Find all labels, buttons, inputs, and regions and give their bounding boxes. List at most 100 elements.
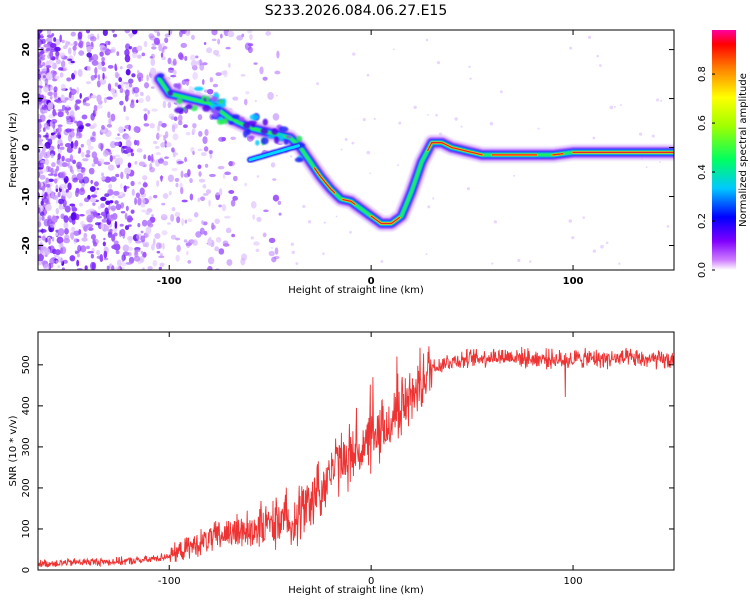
noise-speckle	[128, 236, 133, 244]
noise-speckle	[40, 109, 47, 115]
noise-speckle	[89, 197, 97, 203]
noise-speckle	[64, 228, 69, 235]
noise-speckle	[198, 130, 203, 137]
noise-speckle	[107, 83, 112, 92]
noise-speckle	[99, 51, 104, 57]
noise-speckle	[144, 82, 150, 89]
ridge-blob	[176, 97, 183, 105]
noise-speckle	[228, 160, 233, 167]
noise-speckle	[51, 191, 55, 199]
noise-speckle	[44, 158, 49, 165]
noise-speckle	[38, 97, 43, 102]
noise-speckle	[172, 133, 179, 141]
noise-speckle	[148, 196, 153, 201]
noise-speckle	[181, 199, 188, 203]
noise-speckle	[76, 173, 84, 181]
noise-speckle	[460, 125, 463, 128]
snr-x-tick-label: 0	[368, 576, 374, 587]
noise-speckle	[100, 129, 106, 133]
ridge-blob	[248, 135, 255, 140]
noise-speckle	[366, 150, 371, 155]
ridge-blob	[266, 135, 275, 139]
noise-speckle	[146, 74, 149, 82]
noise-speckle	[48, 237, 51, 245]
noise-speckle	[57, 153, 61, 160]
noise-speckle	[158, 134, 163, 137]
ridge-blob	[211, 114, 219, 118]
noise-speckle	[397, 164, 400, 167]
noise-speckle	[57, 111, 64, 118]
noise-speckle	[73, 70, 78, 76]
noise-speckle	[47, 138, 53, 146]
noise-speckle	[60, 171, 66, 179]
snr-y-tick-label: 400	[21, 396, 32, 415]
noise-speckle	[120, 183, 123, 189]
ridge-blob	[260, 127, 269, 135]
noise-speckle	[171, 167, 178, 172]
noise-speckle	[57, 109, 64, 112]
noise-speckle	[160, 175, 163, 182]
noise-speckle	[46, 186, 52, 195]
colorbar-ticks: 0.0 0.2 0.4 0.6 0.8	[697, 66, 715, 278]
noise-speckle	[118, 126, 125, 134]
noise-speckle	[61, 162, 68, 168]
noise-speckle	[124, 212, 128, 220]
snr-y-tick-label: 200	[21, 478, 32, 497]
noise-speckle	[60, 83, 66, 92]
noise-speckle	[65, 40, 69, 48]
noise-speckle	[214, 218, 220, 225]
noise-speckle	[128, 33, 135, 37]
noise-speckle	[75, 187, 80, 194]
noise-speckle	[149, 123, 155, 129]
noise-speckle	[124, 49, 130, 57]
noise-speckle	[90, 137, 96, 143]
noise-speckle	[151, 153, 154, 162]
noise-speckle	[113, 190, 120, 196]
noise-speckle	[38, 54, 41, 58]
noise-speckle	[38, 249, 41, 255]
noise-speckle	[55, 159, 63, 166]
noise-speckle	[122, 244, 130, 252]
noise-speckle	[65, 115, 71, 120]
noise-speckle	[38, 70, 43, 74]
noise-speckle	[231, 233, 236, 238]
noise-speckle	[47, 166, 52, 173]
noise-speckle	[256, 175, 260, 178]
noise-speckle	[38, 79, 43, 87]
noise-speckle	[200, 152, 207, 157]
noise-speckle	[92, 211, 99, 218]
noise-speckle	[613, 105, 616, 108]
noise-speckle	[568, 219, 572, 223]
noise-speckle	[78, 228, 82, 235]
noise-speckle	[162, 100, 167, 109]
noise-speckle	[153, 194, 158, 199]
noise-speckle	[111, 30, 115, 33]
noise-speckle	[70, 31, 76, 37]
noise-speckle	[72, 115, 76, 124]
noise-speckle	[121, 261, 127, 267]
noise-speckle	[600, 244, 604, 249]
noise-speckle	[88, 59, 92, 63]
noise-speckle	[569, 46, 573, 50]
noise-speckle	[148, 33, 155, 39]
noise-speckle	[69, 154, 74, 163]
noise-speckle	[51, 60, 55, 69]
noise-speckle	[104, 48, 111, 56]
noise-speckle	[398, 121, 402, 125]
noise-speckle	[68, 43, 75, 46]
noise-speckle	[195, 55, 199, 59]
noise-speckle	[86, 52, 93, 58]
noise-speckle	[85, 209, 92, 215]
noise-speckle	[111, 234, 116, 242]
noise-speckle	[83, 232, 88, 238]
noise-speckle	[162, 160, 169, 166]
noise-speckle	[83, 197, 90, 203]
noise-speckle	[120, 80, 125, 89]
noise-speckle	[162, 242, 165, 250]
ridge-core-red	[552, 153, 564, 156]
noise-speckle	[38, 52, 44, 60]
noise-speckle	[86, 46, 93, 49]
noise-speckle	[153, 37, 160, 45]
noise-speckle	[46, 183, 51, 188]
noise-speckle	[172, 58, 177, 66]
